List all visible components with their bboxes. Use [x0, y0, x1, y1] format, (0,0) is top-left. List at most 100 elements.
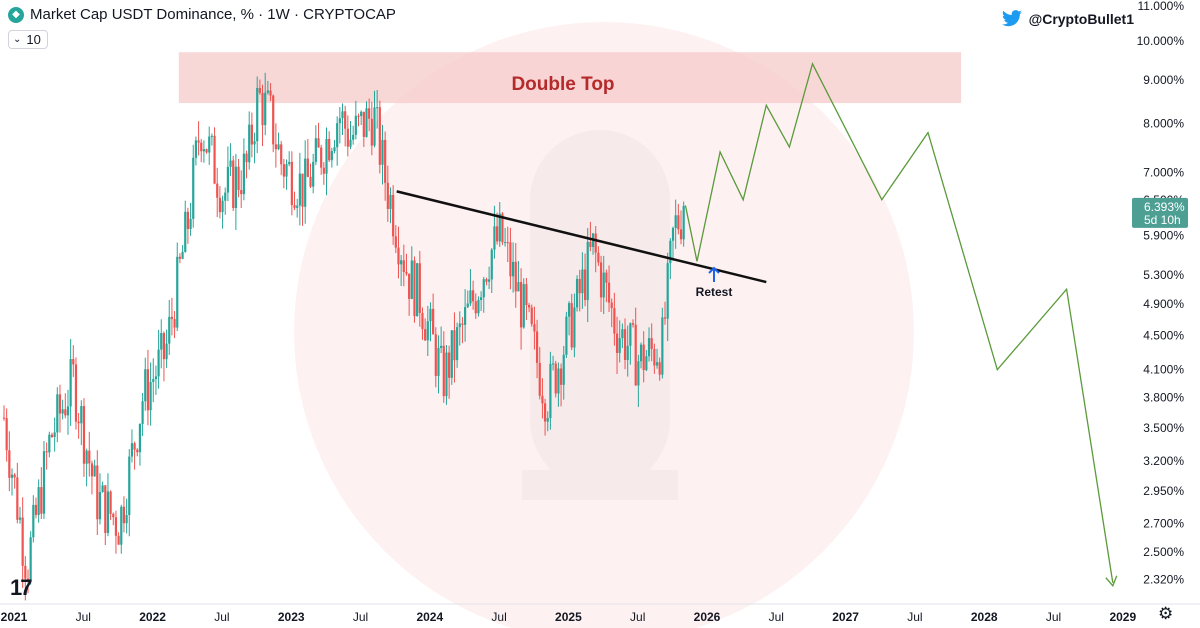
- y-tick-label: 4.100%: [1143, 363, 1184, 377]
- candle-body: [671, 227, 675, 241]
- candle-body: [285, 164, 288, 177]
- candle-body: [72, 359, 75, 365]
- candle-body: [144, 369, 147, 402]
- chart-title: Market Cap USDT Dominance, % · 1W · CRYP…: [30, 6, 396, 23]
- candle-body: [573, 307, 576, 348]
- x-tick-label: 2021: [1, 610, 28, 624]
- candle-body: [173, 319, 176, 328]
- x-tick-label: 2029: [1109, 610, 1136, 624]
- candle-body: [501, 213, 504, 243]
- candle-body: [66, 406, 70, 416]
- candle-body: [282, 164, 285, 177]
- candle-body: [112, 513, 115, 518]
- candle-body: [141, 401, 144, 424]
- candle-body: [293, 205, 296, 208]
- chevron-down-icon[interactable]: ⌄: [13, 34, 22, 45]
- candle-body: [408, 273, 411, 299]
- candle-body: [623, 329, 627, 360]
- candle-body: [394, 236, 397, 248]
- candle-body: [224, 192, 227, 201]
- candle-body: [90, 463, 94, 477]
- double-top-zone: [178, 52, 962, 104]
- candle-body: [69, 359, 72, 407]
- candle-body: [448, 352, 451, 378]
- candle-body: [50, 434, 54, 437]
- candle-body: [61, 409, 64, 414]
- candle-body: [125, 515, 128, 524]
- candle-body: [149, 381, 152, 411]
- candle-body: [272, 95, 275, 145]
- candle-body: [288, 161, 291, 165]
- projection-arrowhead: [1105, 575, 1118, 587]
- candle-body: [261, 92, 264, 126]
- candle-body: [602, 272, 605, 298]
- gear-icon[interactable]: ⚙: [1158, 604, 1174, 623]
- candle-body: [34, 504, 38, 515]
- candle-body: [253, 141, 256, 145]
- x-tick-label: Jul: [1046, 610, 1061, 624]
- candle-body: [424, 329, 427, 341]
- x-tick-label: 2025: [555, 610, 582, 624]
- candle-body: [64, 409, 67, 416]
- candle-body: [77, 421, 80, 424]
- candle-body: [53, 432, 56, 437]
- y-tick-label: 5.900%: [1143, 228, 1184, 242]
- candle-body: [13, 474, 16, 478]
- candle-body: [40, 487, 43, 514]
- candle-body: [280, 144, 283, 165]
- candle-body: [480, 297, 483, 301]
- candle-body: [237, 166, 240, 191]
- candle-body: [647, 338, 651, 357]
- candle-body: [338, 118, 341, 124]
- candle-body: [200, 142, 203, 152]
- y-tick-label: 8.000%: [1143, 116, 1184, 130]
- candle-body: [322, 167, 325, 174]
- candle-body: [346, 128, 349, 147]
- y-tick-label: 2.320%: [1143, 573, 1184, 587]
- candle-body: [186, 211, 190, 230]
- candle-body: [506, 242, 509, 244]
- candle-body: [109, 491, 112, 514]
- candle-body: [437, 347, 440, 376]
- y-tick-label: 5.300%: [1143, 268, 1184, 282]
- candle-body: [525, 284, 528, 305]
- candle-body: [336, 123, 339, 148]
- candle-body: [597, 252, 600, 263]
- candle-body: [234, 166, 237, 209]
- candle-body: [456, 327, 459, 361]
- candle-body: [154, 376, 158, 380]
- projection-line: [684, 62, 1114, 583]
- candle-body: [445, 352, 448, 397]
- candle-body: [18, 517, 22, 520]
- candle-body: [557, 368, 560, 394]
- candle-body: [120, 506, 123, 545]
- candle-body: [146, 369, 150, 411]
- candle-body: [583, 269, 587, 301]
- candle-body: [274, 144, 277, 150]
- candle-body: [181, 251, 184, 259]
- candle-body: [192, 157, 195, 219]
- candle-body: [10, 474, 14, 478]
- trendline: [396, 190, 767, 284]
- candle-body: [386, 182, 389, 209]
- candle-body: [136, 449, 139, 453]
- candle-body: [639, 344, 643, 362]
- candle-body: [176, 256, 179, 328]
- candle-body: [559, 368, 563, 385]
- candle-body: [535, 331, 539, 363]
- candle-body: [634, 324, 637, 386]
- candle-body: [248, 124, 251, 163]
- candle-body: [538, 362, 541, 396]
- candle-body: [330, 151, 333, 161]
- y-tick-label: 7.000%: [1143, 165, 1184, 179]
- candle-body: [653, 348, 656, 366]
- candle-body: [101, 485, 104, 493]
- candle-body: [674, 215, 677, 228]
- candle-body: [655, 362, 659, 366]
- candle-body: [82, 406, 86, 464]
- candle-body: [349, 139, 352, 147]
- indicator-length-control[interactable]: ⌄ 10: [8, 30, 48, 49]
- candle-body: [208, 136, 211, 153]
- candle-body: [16, 477, 19, 520]
